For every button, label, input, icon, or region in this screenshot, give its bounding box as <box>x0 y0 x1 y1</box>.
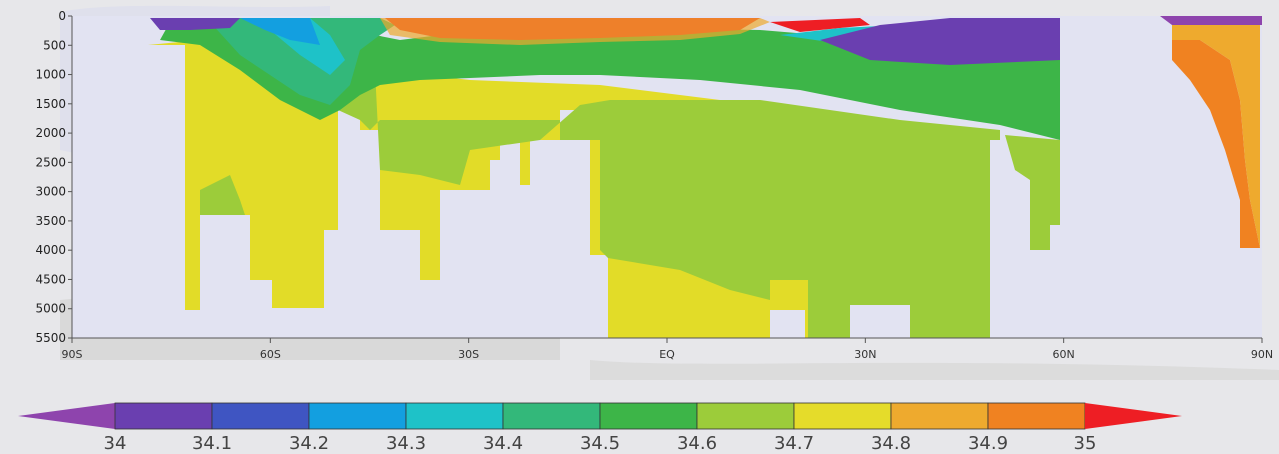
colorbar-swatch <box>696 402 795 430</box>
y-tick-label: 2500 <box>35 155 66 169</box>
colorbar-label: 34.3 <box>386 433 426 454</box>
y-tick-label: 1500 <box>35 97 66 111</box>
colorbar-swatch <box>890 402 989 430</box>
x-tick-labels: 90S 60S 30S EQ 30N 60N 90N <box>62 338 1273 361</box>
salinity-fill-34.9-ring <box>380 18 770 45</box>
x-tick-label: 90N <box>1251 348 1273 361</box>
y-tick-label: 1000 <box>35 68 66 82</box>
colorbar-swatch <box>114 402 213 430</box>
colorbar-label: 34.2 <box>289 433 329 454</box>
colorbar-label: 34.5 <box>580 433 620 454</box>
colorbar-swatch <box>987 402 1086 430</box>
colorbar-swatch <box>502 402 601 430</box>
y-tick-label: 0 <box>58 9 66 23</box>
salinity-fill-north-34.1 <box>820 18 1060 65</box>
salinity-fill-34.4 <box>150 18 395 105</box>
x-tick-label: 30N <box>854 348 876 361</box>
colorbar-swatch <box>793 402 892 430</box>
x-tick-label: 60S <box>260 348 281 361</box>
salinity-fill-arctic-top <box>1160 16 1262 25</box>
colorbar-min-arrow <box>18 403 115 429</box>
y-tick-label: 5500 <box>35 331 66 345</box>
colorbar-max-arrow <box>1085 403 1182 429</box>
colorbar-label: 34.6 <box>677 433 717 454</box>
colorbar-label: 35 <box>1074 433 1097 454</box>
colorbar-label: 34 <box>104 433 127 454</box>
salinity-contours <box>148 16 1262 338</box>
y-tick-label: 2000 <box>35 126 66 140</box>
colorbar-swatch <box>405 402 504 430</box>
salinity-fill-34.6 <box>200 70 1060 338</box>
y-tick-label: 5000 <box>35 302 66 316</box>
y-tick-label: 4000 <box>35 243 66 257</box>
y-tick-label: 3000 <box>35 185 66 199</box>
salinity-section-plot: 0 500 1000 1500 2000 2500 3000 3500 4000 4500 5000… <box>35 9 1273 361</box>
salinity-fill-34.5 <box>160 22 1060 140</box>
colorbar-swatch <box>599 402 698 430</box>
colorbar: 34 34.1 34.2 34.3 34.4 34.5 34.6 34.7 34.8 34.9 35 <box>18 402 1182 454</box>
colorbar-label: 34.7 <box>774 433 814 454</box>
y-tick-label: 3500 <box>35 214 66 228</box>
colorbar-label: 34.4 <box>483 433 523 454</box>
salinity-fill-34.1 <box>150 18 240 30</box>
colorbar-swatches <box>18 402 1182 430</box>
x-tick-label: 30S <box>458 348 479 361</box>
y-tick-labels: 0 500 1000 1500 2000 2500 3000 3500 4000 4500 5000… <box>35 9 72 345</box>
y-tick-label: 500 <box>43 38 66 52</box>
y-tick-label: 4500 <box>35 272 66 286</box>
x-tick-label: 90S <box>62 348 83 361</box>
colorbar-labels: 34 34.1 34.2 34.3 34.4 34.5 34.6 34.7 34.8 34.9 35 <box>104 433 1097 454</box>
x-tick-label: 60N <box>1053 348 1075 361</box>
colorbar-swatch <box>308 402 407 430</box>
colorbar-swatch <box>211 402 310 430</box>
salinity-fill-34.2 <box>240 18 320 45</box>
colorbar-label: 34.9 <box>968 433 1008 454</box>
salinity-fill-arctic-34.8 <box>1172 25 1260 248</box>
colorbar-label: 34.8 <box>871 433 911 454</box>
x-tick-label: EQ <box>659 348 675 361</box>
colorbar-label: 34.1 <box>192 433 232 454</box>
